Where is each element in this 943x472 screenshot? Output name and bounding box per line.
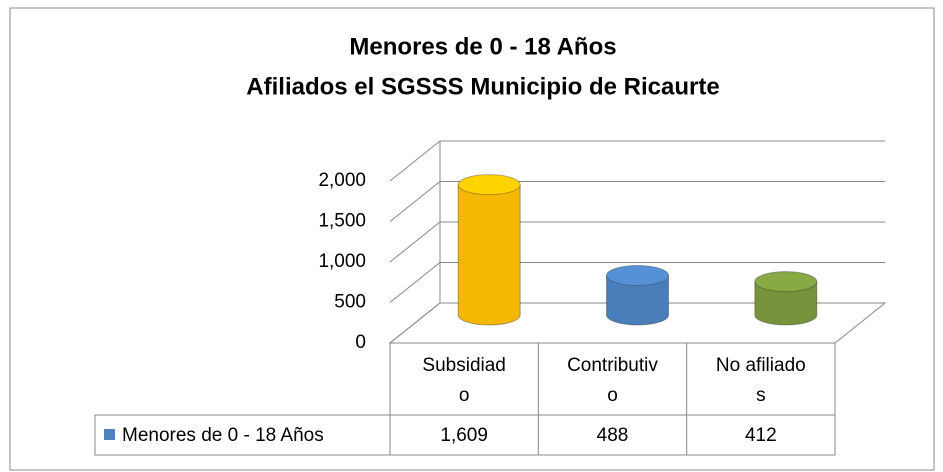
bar-body (754, 281, 818, 326)
x-tick-label-box: Contributivo (567, 355, 658, 406)
bar-top (457, 174, 521, 196)
data-table-value: 412 (745, 425, 777, 446)
bar (606, 264, 669, 326)
y-tick-label: 2,000 (318, 170, 366, 191)
x-tick-label: Contributivo (567, 355, 658, 406)
x-tick-label: No afiliados (715, 355, 806, 406)
y-tick-label: 0 (355, 332, 366, 353)
bar-body (606, 274, 669, 326)
bar-top (754, 271, 818, 293)
data-table-value: 488 (597, 425, 629, 446)
bar-top (606, 264, 669, 286)
chart-title: Menores de 0 - 18 Años (349, 33, 616, 60)
y-tick-label: 500 (334, 292, 366, 313)
bar-body (457, 184, 521, 326)
bar (754, 271, 818, 326)
legend-label: Menores de 0 - 18 Años (122, 425, 324, 446)
x-tick-label: Subsidiado (422, 355, 506, 406)
x-tick-label-box: Subsidiado (422, 355, 506, 406)
bar (457, 174, 521, 326)
data-table-value: 1,609 (440, 425, 488, 446)
chart-subtitle: Afiliados el SGSSS Municipio de Ricaurte (246, 73, 719, 100)
y-tick-label: 1,500 (318, 211, 366, 232)
x-tick-label-box: No afiliados (715, 355, 806, 406)
y-tick-label: 1,000 (318, 251, 366, 272)
table-grid (94, 343, 836, 456)
legend-swatch (104, 429, 115, 440)
